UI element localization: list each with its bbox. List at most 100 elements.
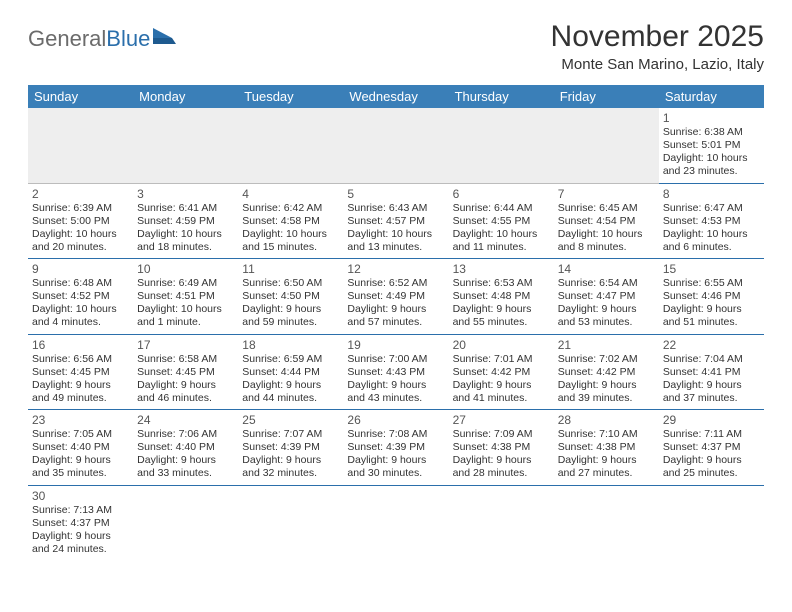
calendar-cell xyxy=(133,485,238,560)
daylight-line-1: Daylight: 9 hours xyxy=(32,530,129,543)
sunset-line: Sunset: 4:47 PM xyxy=(558,290,655,303)
daylight-line-2: and 55 minutes. xyxy=(453,316,550,329)
day-number: 9 xyxy=(32,262,129,276)
sunrise-line: Sunrise: 6:56 AM xyxy=(32,353,129,366)
daylight-line-1: Daylight: 9 hours xyxy=(558,454,655,467)
day-number: 22 xyxy=(663,338,760,352)
location: Monte San Marino, Lazio, Italy xyxy=(551,56,764,73)
daylight-line-2: and 15 minutes. xyxy=(242,241,339,254)
daylight-line-2: and 8 minutes. xyxy=(558,241,655,254)
daylight-line-1: Daylight: 10 hours xyxy=(137,303,234,316)
sunrise-line: Sunrise: 6:45 AM xyxy=(558,202,655,215)
daylight-line-1: Daylight: 10 hours xyxy=(347,228,444,241)
sunrise-line: Sunrise: 6:50 AM xyxy=(242,277,339,290)
day-number: 26 xyxy=(347,413,444,427)
calendar-cell: 17Sunrise: 6:58 AMSunset: 4:45 PMDayligh… xyxy=(133,334,238,410)
day-number: 28 xyxy=(558,413,655,427)
daylight-line-1: Daylight: 9 hours xyxy=(558,303,655,316)
calendar-cell: 15Sunrise: 6:55 AMSunset: 4:46 PMDayligh… xyxy=(659,259,764,335)
daylight-line-2: and 11 minutes. xyxy=(453,241,550,254)
daylight-line-2: and 28 minutes. xyxy=(453,467,550,480)
day-number: 4 xyxy=(242,187,339,201)
day-number: 2 xyxy=(32,187,129,201)
daylight-line-1: Daylight: 9 hours xyxy=(347,303,444,316)
calendar-cell: 22Sunrise: 7:04 AMSunset: 4:41 PMDayligh… xyxy=(659,334,764,410)
day-number: 25 xyxy=(242,413,339,427)
calendar-week: 2Sunrise: 6:39 AMSunset: 5:00 PMDaylight… xyxy=(28,183,764,259)
daylight-line-2: and 30 minutes. xyxy=(347,467,444,480)
sunrise-line: Sunrise: 6:55 AM xyxy=(663,277,760,290)
sunrise-line: Sunrise: 7:05 AM xyxy=(32,428,129,441)
daylight-line-1: Daylight: 9 hours xyxy=(242,379,339,392)
calendar-cell xyxy=(343,108,448,183)
daylight-line-2: and 35 minutes. xyxy=(32,467,129,480)
calendar-cell: 30Sunrise: 7:13 AMSunset: 4:37 PMDayligh… xyxy=(28,485,133,560)
daylight-line-1: Daylight: 9 hours xyxy=(347,454,444,467)
day-number: 21 xyxy=(558,338,655,352)
sunset-line: Sunset: 4:40 PM xyxy=(137,441,234,454)
daylight-line-1: Daylight: 9 hours xyxy=(242,454,339,467)
sunset-line: Sunset: 4:44 PM xyxy=(242,366,339,379)
sunrise-line: Sunrise: 6:41 AM xyxy=(137,202,234,215)
day-number: 3 xyxy=(137,187,234,201)
logo-text-1: General xyxy=(28,26,106,52)
calendar-cell: 28Sunrise: 7:10 AMSunset: 4:38 PMDayligh… xyxy=(554,410,659,486)
sunset-line: Sunset: 4:48 PM xyxy=(453,290,550,303)
day-number: 10 xyxy=(137,262,234,276)
daylight-line-2: and 23 minutes. xyxy=(663,165,760,178)
sunrise-line: Sunrise: 6:58 AM xyxy=(137,353,234,366)
calendar-cell: 13Sunrise: 6:53 AMSunset: 4:48 PMDayligh… xyxy=(449,259,554,335)
day-header: Thursday xyxy=(449,85,554,108)
calendar-cell: 4Sunrise: 6:42 AMSunset: 4:58 PMDaylight… xyxy=(238,183,343,259)
daylight-line-2: and 59 minutes. xyxy=(242,316,339,329)
daylight-line-2: and 6 minutes. xyxy=(663,241,760,254)
sunset-line: Sunset: 4:55 PM xyxy=(453,215,550,228)
day-number: 17 xyxy=(137,338,234,352)
daylight-line-1: Daylight: 9 hours xyxy=(663,379,760,392)
sunrise-line: Sunrise: 6:52 AM xyxy=(347,277,444,290)
day-number: 15 xyxy=(663,262,760,276)
calendar-cell xyxy=(449,485,554,560)
calendar-cell xyxy=(133,108,238,183)
daylight-line-1: Daylight: 9 hours xyxy=(453,303,550,316)
sunset-line: Sunset: 4:39 PM xyxy=(347,441,444,454)
header: GeneralBlue November 2025 Monte San Mari… xyxy=(28,20,764,73)
daylight-line-2: and 44 minutes. xyxy=(242,392,339,405)
sunrise-line: Sunrise: 7:00 AM xyxy=(347,353,444,366)
calendar-cell: 9Sunrise: 6:48 AMSunset: 4:52 PMDaylight… xyxy=(28,259,133,335)
calendar-cell: 5Sunrise: 6:43 AMSunset: 4:57 PMDaylight… xyxy=(343,183,448,259)
sunrise-line: Sunrise: 7:02 AM xyxy=(558,353,655,366)
daylight-line-2: and 39 minutes. xyxy=(558,392,655,405)
calendar-week: 23Sunrise: 7:05 AMSunset: 4:40 PMDayligh… xyxy=(28,410,764,486)
sunset-line: Sunset: 4:42 PM xyxy=(453,366,550,379)
daylight-line-1: Daylight: 9 hours xyxy=(453,454,550,467)
sunset-line: Sunset: 4:42 PM xyxy=(558,366,655,379)
calendar-week: 1Sunrise: 6:38 AMSunset: 5:01 PMDaylight… xyxy=(28,108,764,183)
calendar-cell: 11Sunrise: 6:50 AMSunset: 4:50 PMDayligh… xyxy=(238,259,343,335)
daylight-line-1: Daylight: 10 hours xyxy=(32,228,129,241)
calendar-cell xyxy=(343,485,448,560)
calendar-cell: 16Sunrise: 6:56 AMSunset: 4:45 PMDayligh… xyxy=(28,334,133,410)
daylight-line-1: Daylight: 10 hours xyxy=(663,152,760,165)
sunset-line: Sunset: 4:38 PM xyxy=(558,441,655,454)
sunset-line: Sunset: 5:00 PM xyxy=(32,215,129,228)
sunset-line: Sunset: 4:37 PM xyxy=(663,441,760,454)
sunrise-line: Sunrise: 6:49 AM xyxy=(137,277,234,290)
page-title: November 2025 xyxy=(551,20,764,54)
day-header: Saturday xyxy=(659,85,764,108)
calendar-cell: 2Sunrise: 6:39 AMSunset: 5:00 PMDaylight… xyxy=(28,183,133,259)
sunset-line: Sunset: 4:46 PM xyxy=(663,290,760,303)
logo-flag-icon xyxy=(152,26,178,46)
daylight-line-1: Daylight: 9 hours xyxy=(558,379,655,392)
sunrise-line: Sunrise: 6:48 AM xyxy=(32,277,129,290)
sunset-line: Sunset: 4:52 PM xyxy=(32,290,129,303)
daylight-line-2: and 4 minutes. xyxy=(32,316,129,329)
day-number: 24 xyxy=(137,413,234,427)
calendar-cell: 12Sunrise: 6:52 AMSunset: 4:49 PMDayligh… xyxy=(343,259,448,335)
calendar-cell: 7Sunrise: 6:45 AMSunset: 4:54 PMDaylight… xyxy=(554,183,659,259)
daylight-line-1: Daylight: 9 hours xyxy=(32,379,129,392)
calendar-cell xyxy=(238,485,343,560)
calendar-cell xyxy=(238,108,343,183)
calendar-cell: 19Sunrise: 7:00 AMSunset: 4:43 PMDayligh… xyxy=(343,334,448,410)
day-number: 30 xyxy=(32,489,129,503)
